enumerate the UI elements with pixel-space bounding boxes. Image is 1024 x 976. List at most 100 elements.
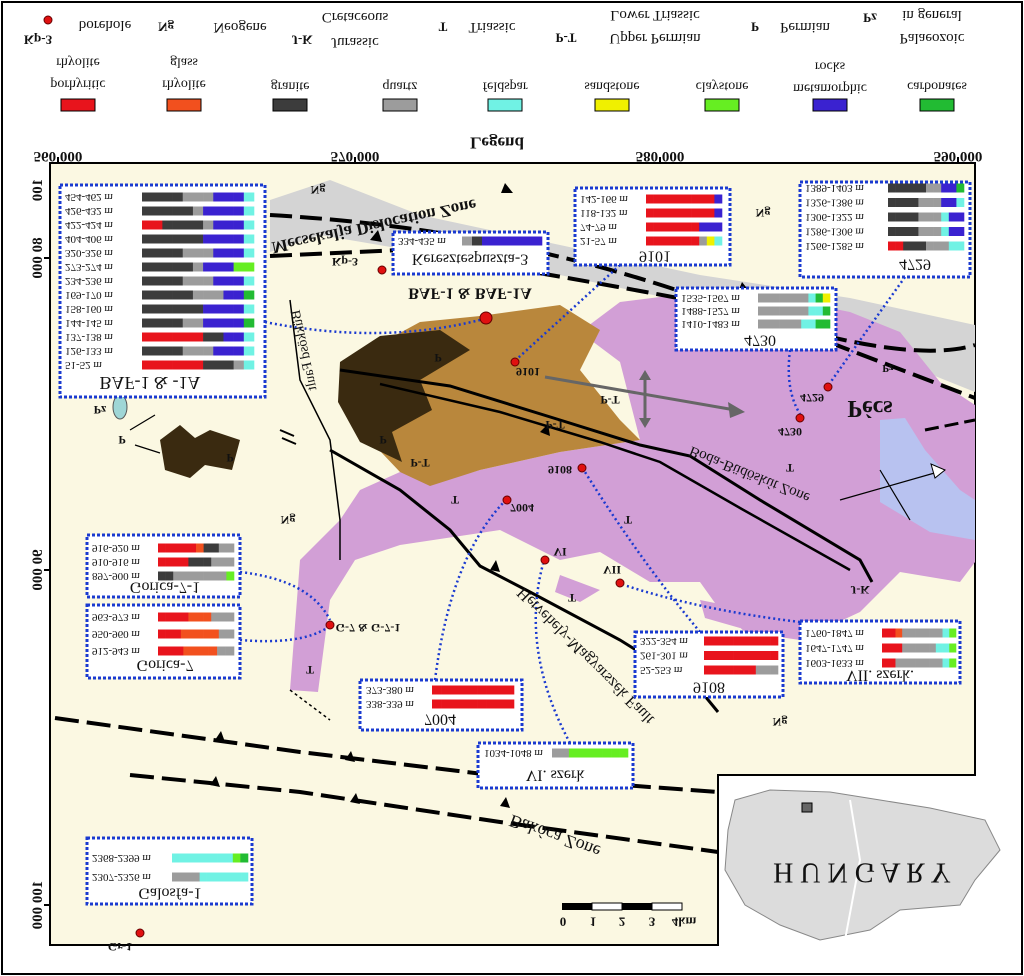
composition-segment — [211, 612, 220, 622]
composition-segment — [815, 306, 824, 316]
composition-segment — [243, 248, 255, 258]
composition-segment — [895, 198, 904, 207]
pointer — [129, 414, 161, 454]
map-label: P — [379, 433, 386, 447]
composition-segment — [192, 220, 204, 230]
composition-segment — [684, 222, 692, 232]
composition-segment — [772, 306, 780, 316]
composition-segment — [918, 183, 927, 193]
composition-segment — [949, 643, 957, 653]
composition-segment — [192, 248, 204, 258]
composition-segment — [240, 853, 249, 863]
composition-segment — [646, 208, 654, 218]
composition-segment — [152, 360, 163, 370]
composition-segment — [684, 194, 692, 204]
composition-segment — [699, 236, 708, 246]
legend-swatch — [812, 98, 848, 112]
composition-segment — [192, 872, 200, 882]
composition-segment — [213, 206, 224, 216]
composition-segment — [172, 290, 184, 300]
composition-segment — [763, 665, 771, 675]
composition-segment — [733, 665, 742, 675]
legend-label: Neogene — [213, 19, 267, 35]
composition-segment — [162, 220, 173, 230]
composition-segment — [218, 543, 227, 553]
legend-label: glass — [170, 55, 198, 70]
map-label: T — [451, 493, 459, 507]
interval-label: 1286-1306 m — [805, 226, 864, 238]
legend-label: Lower Triassic — [610, 7, 700, 23]
composition-segment — [748, 636, 757, 646]
composition-segment — [902, 658, 910, 668]
composition-segment — [472, 236, 483, 246]
composition-segment — [162, 318, 173, 328]
legend-label: Cretaceous — [322, 9, 389, 25]
composition-segment — [888, 227, 896, 236]
composition-segment — [162, 192, 173, 202]
composition-segment — [560, 748, 570, 758]
composition-segment — [172, 360, 184, 370]
borehole — [540, 555, 550, 565]
interval-label: 51-52 m — [65, 359, 102, 371]
composition-segment — [468, 685, 478, 695]
interval-label: 916-920 m — [92, 542, 140, 554]
scale-label: 0 — [560, 915, 567, 930]
composition-segment — [758, 293, 766, 303]
composition-segment — [477, 699, 487, 709]
composition-segment — [956, 212, 965, 222]
composition-segment — [203, 318, 214, 328]
composition-segment — [172, 853, 180, 863]
composition-segment — [933, 183, 942, 193]
map-label: P-T — [600, 393, 619, 407]
composition-segment — [929, 628, 937, 638]
composition-segment — [172, 192, 184, 202]
composition-segment — [203, 332, 214, 342]
composition-segment — [822, 293, 831, 303]
composition-segment — [779, 319, 788, 329]
interval-label: 118-132 m — [580, 207, 628, 219]
map-label: Pz — [94, 403, 107, 417]
composition-segment — [801, 319, 809, 329]
scale-label: 1 — [590, 915, 597, 930]
composition-segment — [718, 651, 727, 660]
composition-segment — [223, 290, 234, 300]
composition-segment — [203, 346, 214, 356]
interval-label: 158-160 m — [65, 303, 113, 315]
composition-segment — [243, 262, 255, 272]
composition-segment — [158, 557, 166, 567]
y-coordinate: 90 000 — [30, 549, 46, 590]
composition-segment — [450, 685, 460, 695]
map-label: P — [226, 451, 233, 465]
borehole-title: 4729 — [899, 256, 931, 273]
composition-segment — [908, 628, 916, 638]
composition-segment — [711, 665, 720, 675]
composition-segment — [172, 262, 184, 272]
composition-segment — [915, 643, 923, 653]
triassic-patch — [555, 575, 760, 628]
composition-segment — [902, 643, 910, 653]
interval-label: 910-916 m — [92, 556, 140, 568]
composition-segment — [223, 276, 234, 286]
composition-segment — [763, 651, 771, 660]
composition-segment — [801, 306, 809, 316]
composition-segment — [211, 571, 220, 581]
composition-segment — [922, 628, 930, 638]
composition-segment — [165, 571, 174, 581]
composition-segment — [203, 360, 214, 370]
composition-segment — [432, 699, 442, 709]
composition-segment — [243, 318, 255, 328]
composition-segment — [653, 208, 662, 218]
composition-segment — [661, 236, 670, 246]
composition-segment — [594, 748, 603, 758]
composition-segment — [926, 212, 934, 222]
composition-segment — [165, 543, 174, 553]
composition-segment — [226, 612, 235, 622]
composition-segment — [172, 332, 184, 342]
composition-segment — [801, 293, 809, 303]
composition-segment — [158, 543, 166, 553]
legend-symbol: P — [751, 20, 759, 35]
composition-segment — [233, 304, 245, 314]
composition-segment — [152, 276, 163, 286]
composition-segment — [208, 646, 218, 656]
composition-segment — [733, 651, 742, 660]
